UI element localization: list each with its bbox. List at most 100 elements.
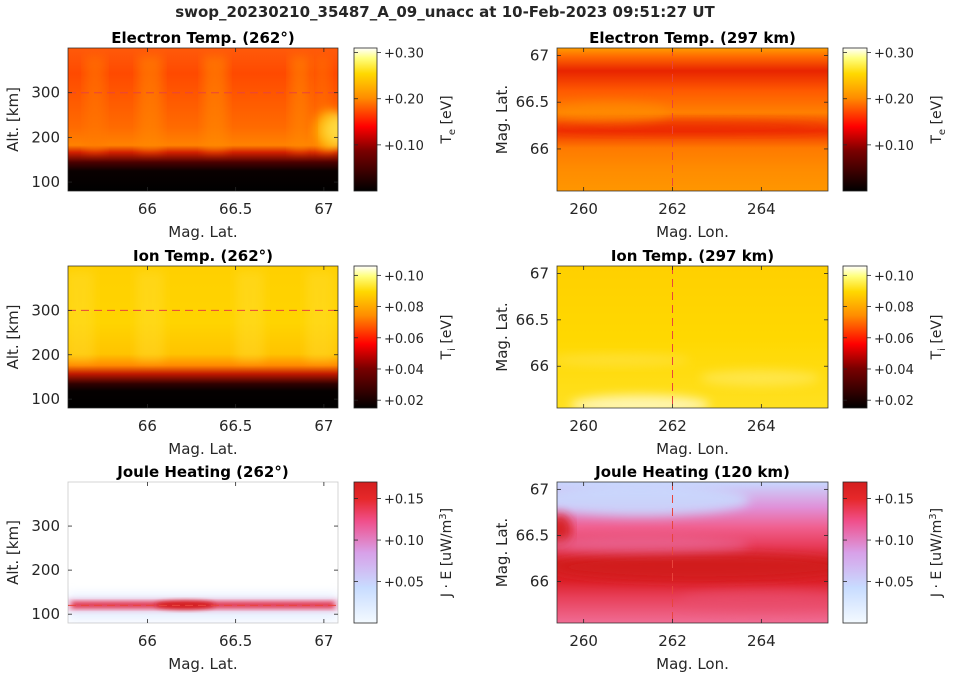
y-tick-label: 67 xyxy=(530,480,549,498)
colorbar-label: Ti [eV] xyxy=(929,315,948,361)
y-tick-label: 66.5 xyxy=(516,526,549,544)
y-axis-label: Alt. [km] xyxy=(4,305,22,370)
y-tick-label: 100 xyxy=(31,173,60,191)
colorbar-label-main: J · E [uW/m xyxy=(439,520,455,598)
x-axis-label: Mag. Lon. xyxy=(656,223,729,241)
colorbar-label-main: T xyxy=(929,350,945,360)
colorbar-label-subscript: e xyxy=(937,129,948,135)
colorbar-tick-label: +0.10 xyxy=(874,534,914,549)
x-tick-label: 260 xyxy=(569,417,598,435)
y-axis-label: Alt. [km] xyxy=(4,87,22,152)
x-tick-label: 264 xyxy=(747,632,776,650)
colorbar-label-subscript: i xyxy=(447,348,458,351)
heatmap-highlight xyxy=(700,370,820,386)
colorbar-tick-label: +0.30 xyxy=(874,47,914,62)
heatmap-blob xyxy=(680,590,828,610)
heatmap-streak xyxy=(138,56,162,151)
colorbar-tick-label: +0.02 xyxy=(384,394,424,409)
colorbar xyxy=(353,47,378,192)
panel-title: Electron Temp. (297 km) xyxy=(589,29,796,47)
x-tick-label: 67 xyxy=(314,417,333,435)
heatmap-band xyxy=(557,553,828,581)
colorbar-label-main: T xyxy=(929,135,945,145)
x-tick-label: 66.5 xyxy=(219,200,252,218)
x-tick-label: 260 xyxy=(569,632,598,650)
colorbar-label-superscript: 3 xyxy=(928,513,939,519)
colorbar-tick-label: +0.20 xyxy=(874,93,914,108)
x-tick-label: 262 xyxy=(658,417,687,435)
x-axis-label: Mag. Lat. xyxy=(168,440,237,458)
x-axis-label: Mag. Lon. xyxy=(656,440,729,458)
y-tick-label: 300 xyxy=(31,84,60,102)
colorbar-tick-label: +0.10 xyxy=(384,269,424,284)
heatmap-highlight xyxy=(570,395,710,408)
colorbar-label: Te [eV] xyxy=(439,95,458,144)
colorbar-tick-label: +0.04 xyxy=(874,363,914,378)
colorbar-label-unit: [eV] xyxy=(439,315,455,349)
colorbar-tick-label: +0.08 xyxy=(384,301,424,316)
colorbar-label-unit: [eV] xyxy=(929,95,945,129)
heatmap-blob xyxy=(557,484,750,516)
heatmap-image xyxy=(68,48,338,191)
colorbar-label-unit: [eV] xyxy=(929,315,945,349)
chart-panel: 66 66.5 67 100 200 300 Joule Heating (262°) Mag… xyxy=(4,463,455,673)
x-axis-label: Mag. Lat. xyxy=(168,655,237,673)
colorbar-label-subscript: i xyxy=(937,348,948,351)
colorbar xyxy=(353,481,378,624)
colorbar-label-subscript: e xyxy=(447,129,458,135)
figure-title: swop_20230210_35487_A_09_unacc at 10-Feb… xyxy=(175,3,715,21)
panel-title: Ion Temp. (262°) xyxy=(133,247,273,265)
x-tick-label: 264 xyxy=(747,200,776,218)
axes-frame xyxy=(67,265,339,409)
y-tick-label: 66.5 xyxy=(516,93,549,111)
y-tick-label: 200 xyxy=(31,346,60,364)
x-tick-label: 66 xyxy=(138,200,157,218)
y-tick-label: 66 xyxy=(530,573,549,591)
colorbar-tick-label: +0.20 xyxy=(384,93,424,108)
axes-frame xyxy=(556,47,829,192)
x-tick-label: 67 xyxy=(314,632,333,650)
colorbar-label-unit: ] xyxy=(439,508,455,513)
colorbar xyxy=(842,481,868,624)
heatmap-band xyxy=(557,121,828,133)
heatmap-streak xyxy=(136,271,164,361)
heatmap-streak xyxy=(306,271,334,361)
heatmap-band xyxy=(557,102,670,122)
heatmap-streak xyxy=(290,56,310,151)
colorbar xyxy=(842,47,868,192)
panel-title: Ion Temp. (297 km) xyxy=(611,247,774,265)
colorbar-label: Te [eV] xyxy=(929,95,948,144)
y-tick-label: 300 xyxy=(31,301,60,319)
x-tick-label: 66 xyxy=(138,417,157,435)
heatmap-image xyxy=(557,482,828,623)
colorbar-label-unit: [eV] xyxy=(439,95,455,129)
y-tick-label: 200 xyxy=(31,128,60,146)
heatmap-streak xyxy=(203,56,227,151)
y-axis-label: Alt. [km] xyxy=(4,520,22,585)
y-tick-label: 200 xyxy=(31,561,60,579)
axes-frame xyxy=(556,265,829,409)
panel-title: Joule Heating (262°) xyxy=(116,463,288,481)
heatmap-band xyxy=(557,537,750,553)
chart-panel: 66 66.5 67 100 200 300 Ion Temp. (262°) Mag. La… xyxy=(4,247,458,458)
heatmap-highlight xyxy=(557,354,690,366)
chart-panel: 260 262 264 66 66.5 67 Joule Heating (120 km) M… xyxy=(493,463,945,673)
colorbar-tick-label: +0.10 xyxy=(874,269,914,284)
colorbar-tick-label: +0.10 xyxy=(874,139,914,154)
chart-panel: 66 66.5 67 100 200 300 Electron Temp. (262°) Ma… xyxy=(4,29,458,241)
axes-frame xyxy=(556,481,829,624)
panel-title: Electron Temp. (262°) xyxy=(111,29,294,47)
heatmap-background xyxy=(68,266,338,408)
colorbar-tick-label: +0.06 xyxy=(874,332,914,347)
colorbar-tick-label: +0.02 xyxy=(874,394,914,409)
heatmap-streak xyxy=(236,271,264,361)
y-axis-label: Mag. Lat. xyxy=(493,85,511,154)
y-tick-label: 67 xyxy=(530,46,549,64)
axes-frame xyxy=(67,481,339,624)
x-tick-label: 67 xyxy=(314,200,333,218)
y-tick-label: 67 xyxy=(530,264,549,282)
colorbar-label-unit: ] xyxy=(929,508,945,513)
x-tick-label: 262 xyxy=(658,200,687,218)
heatmap-image xyxy=(68,482,338,623)
